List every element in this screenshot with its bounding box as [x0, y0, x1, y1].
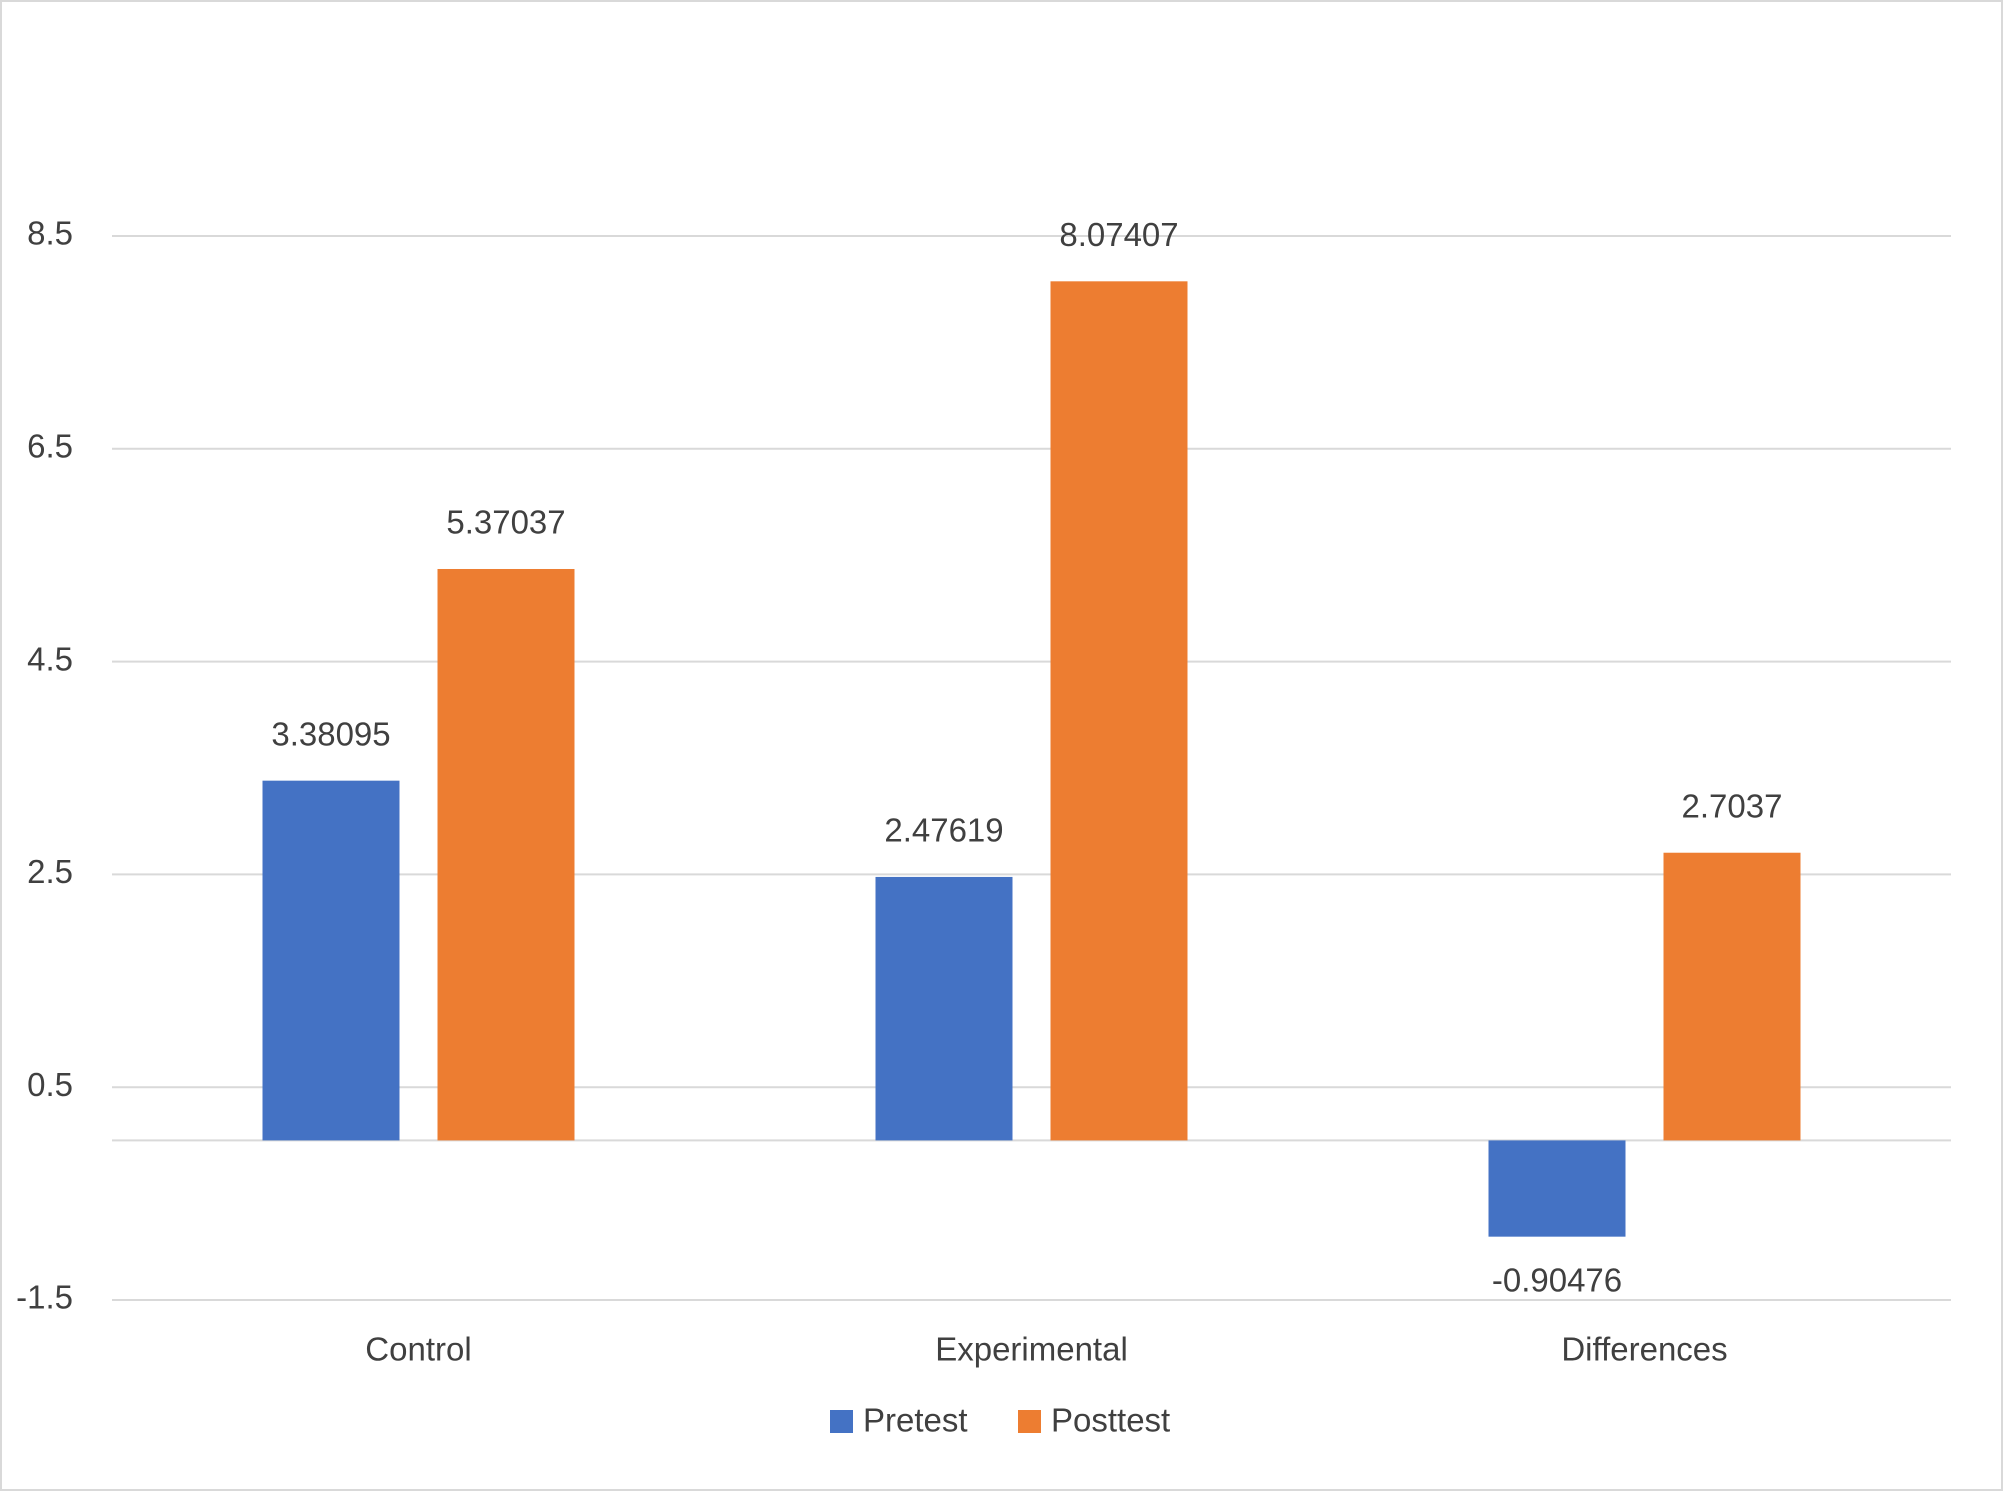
legend-label: Pretest	[863, 1402, 968, 1439]
bar	[437, 568, 575, 1141]
y-tick-label: 6.5	[27, 428, 73, 465]
legend-label: Posttest	[1051, 1402, 1170, 1439]
x-tick-label: Control	[365, 1331, 471, 1368]
y-tick-label: -1.5	[16, 1279, 73, 1316]
y-tick-label: 2.5	[27, 853, 73, 890]
bar	[875, 876, 1013, 1141]
data-label: 8.07407	[1059, 216, 1178, 253]
data-label: 3.38095	[271, 715, 390, 752]
x-tick-label: Differences	[1561, 1331, 1727, 1368]
bar	[1663, 852, 1801, 1141]
data-label: 2.7037	[1682, 787, 1783, 824]
x-tick-label: Experimental	[935, 1331, 1128, 1368]
bar	[1050, 281, 1188, 1141]
data-label: -0.90476	[1492, 1261, 1622, 1298]
data-label: 2.47619	[884, 812, 1003, 849]
y-tick-label: 8.5	[27, 215, 73, 252]
y-tick-label: 0.5	[27, 1066, 73, 1103]
legend-swatch	[1018, 1410, 1041, 1433]
data-label: 5.37037	[446, 504, 565, 541]
legend-swatch	[830, 1410, 853, 1433]
bar	[262, 780, 400, 1141]
y-tick-label: 4.5	[27, 640, 73, 677]
bar	[1488, 1140, 1626, 1237]
